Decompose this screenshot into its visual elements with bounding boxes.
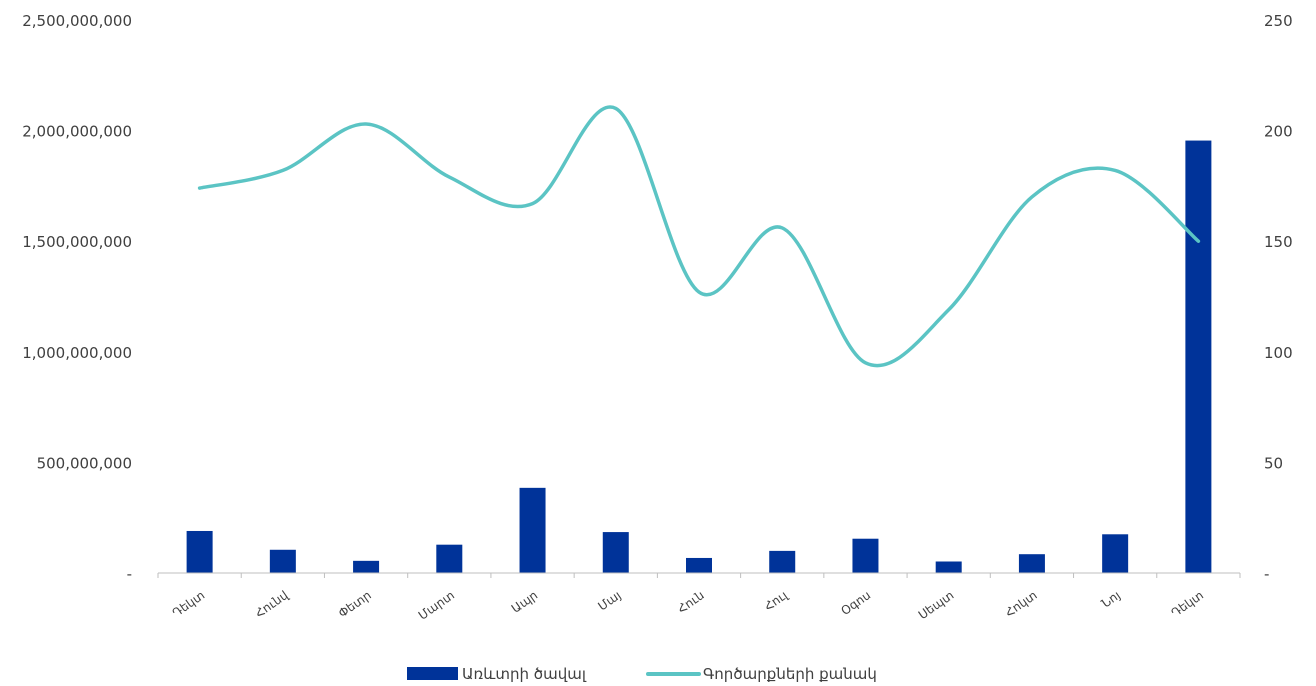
y-left-tick-label: 500,000,000 [37,454,132,472]
bar [353,560,380,573]
y-left-tick-label: 2,000,000,000 [22,123,132,141]
bar [1018,554,1045,573]
y-right-tick-label: - [1264,565,1269,583]
line-series-path [197,105,1201,368]
bar [186,530,213,573]
left-axis: - 500,000,000 1,000,000,000 1,500,000,000 2,… [22,12,132,583]
right-axis: - 50 100 150 200 250 [1264,12,1293,583]
y-left-tick-label: 1,500,000,000 [22,233,132,251]
x-tick-label: Հուն [675,588,707,616]
x-tick-label: Սեպտ [916,588,957,622]
y-right-tick-label: 50 [1264,454,1283,472]
legend: Առևտրի ծավալ Գործարքների քանակ [407,665,877,683]
legend-line-label: Գործարքների քանակ [703,665,877,683]
bar [686,557,712,573]
y-left-tick-label: 2,500,000,000 [22,12,132,30]
y-right-tick-label: 200 [1264,123,1293,141]
y-left-tick-label: 1,000,000,000 [22,344,132,362]
legend-bar-label: Առևտրի ծավալ [462,665,587,683]
bar [935,561,962,573]
x-tick-label: Մայ [595,588,623,613]
bar [519,487,546,573]
x-tick-label: Ապր [509,588,540,616]
bar [269,549,296,573]
x-tick-label: Դեկտ [170,588,207,620]
y-right-tick-label: 150 [1264,233,1293,251]
bar [436,544,463,573]
x-tick-label: Հունվ [253,588,291,621]
line-series [197,105,1201,368]
bar [1185,140,1212,573]
x-tick-label: Հոկտ [1003,588,1040,620]
x-tick-label: Հուլ [762,588,791,614]
bar [852,538,879,573]
x-tick-label: Օգոս [838,588,873,618]
x-axis: Դեկտ Հունվ Փետր Մարտ Ապր Մայ Հուն Հուլ Օգոս Սեպտ Հ… [157,572,1241,623]
y-right-tick-label: 100 [1264,344,1293,362]
legend-bar-swatch [407,667,458,680]
bar [1102,534,1129,573]
bar [602,532,629,573]
bar [769,550,796,573]
bar-series [186,140,1212,573]
y-left-tick-label: - [127,565,132,583]
x-tick-label: Դեկտ [1169,588,1206,620]
x-tick-label: Փետր [336,588,374,620]
y-right-tick-label: 250 [1264,12,1293,30]
x-tick-label: Նոյ [1099,588,1123,611]
x-tick-label: Մարտ [416,588,457,623]
